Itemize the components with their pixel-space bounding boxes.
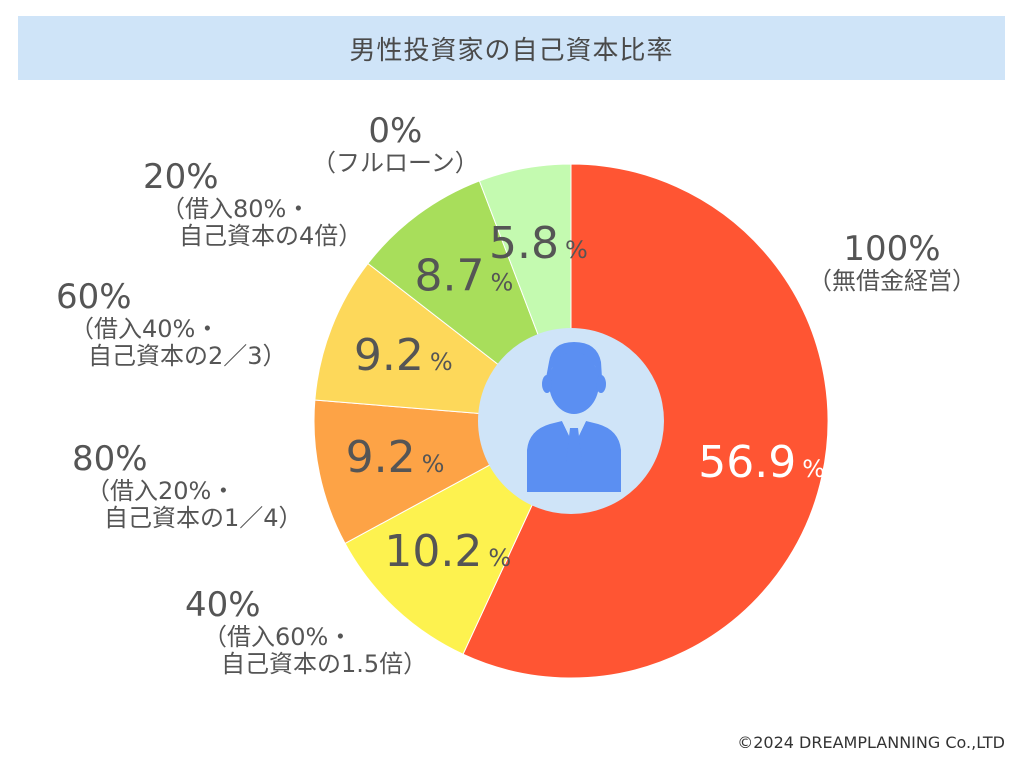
category-note: （フルローン）: [312, 149, 479, 178]
category-note: （借入40%・: [70, 315, 220, 344]
category-label-4: 20% （借入80%・ 自己資本の4倍）: [143, 158, 362, 250]
category-label-5: 0% （フルローン）: [312, 112, 479, 177]
chart-title: 男性投資家の自己資本比率: [349, 35, 674, 66]
category-percent: 20%: [143, 157, 219, 197]
category-note: （借入60%・: [203, 623, 353, 652]
category-note: （借入20%・: [86, 477, 236, 506]
slice-value-label-2: 9.2%: [346, 432, 445, 483]
category-percent: 40%: [185, 585, 261, 625]
category-percent: 100%: [843, 229, 941, 269]
category-note: （借入80%・: [161, 195, 311, 224]
copyright: ©2024 DREAMPLANNING Co.,LTD: [737, 733, 1005, 752]
category-percent: 80%: [72, 439, 148, 479]
category-note: 自己資本の2／3）: [88, 341, 287, 370]
category-note: 自己資本の1／4）: [104, 503, 303, 532]
slice-value-label-0: 56.9%: [698, 437, 825, 488]
category-note: 自己資本の4倍）: [179, 221, 363, 250]
category-label-0: 100% （無借金経営）: [808, 230, 976, 295]
category-label-2: 80% （借入20%・ 自己資本の1／4）: [72, 440, 303, 532]
slice-value-label-1: 10.2%: [384, 526, 511, 577]
category-label-1: 40% （借入60%・ 自己資本の1.5倍）: [185, 586, 427, 678]
category-note: 自己資本の1.5倍）: [221, 649, 428, 678]
category-percent: 0%: [368, 111, 423, 151]
category-percent: 60%: [56, 277, 132, 317]
value-labels: 56.9 % 10.2 % 9.2 % 9.2 % 8.7 %5.8%: [346, 218, 825, 577]
slice-value-label-3: 9.2%: [354, 330, 453, 381]
slice-value-label-5: 5.8%: [489, 218, 588, 269]
businessman-icon: [527, 342, 621, 492]
category-label-3: 60% （借入40%・ 自己資本の2／3）: [56, 278, 287, 370]
category-note: （無借金経営）: [808, 267, 976, 296]
title-bar: 男性投資家の自己資本比率: [18, 16, 1005, 80]
slice-value-label-4: 8.7%: [415, 251, 514, 302]
